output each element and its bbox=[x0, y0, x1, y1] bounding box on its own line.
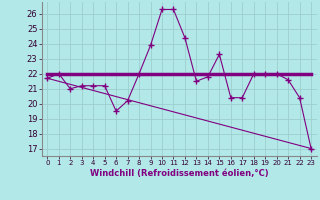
X-axis label: Windchill (Refroidissement éolien,°C): Windchill (Refroidissement éolien,°C) bbox=[90, 169, 268, 178]
